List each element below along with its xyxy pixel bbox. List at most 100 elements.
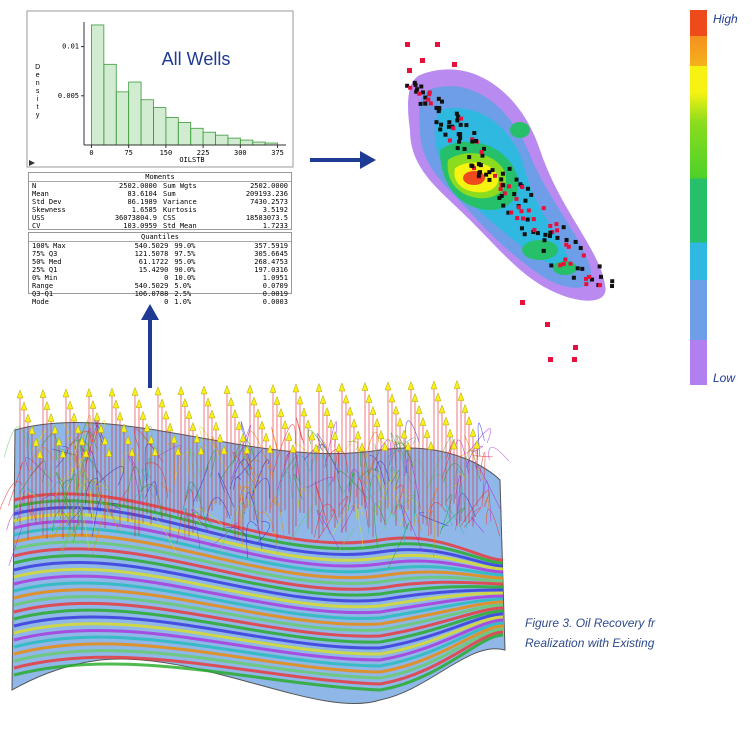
streamline — [76, 451, 95, 491]
streamline — [397, 494, 424, 510]
streamline — [389, 438, 416, 456]
streamline — [455, 475, 460, 530]
streamline — [256, 512, 278, 553]
well-dot — [417, 92, 421, 96]
well-marker — [155, 387, 161, 395]
contour — [454, 162, 498, 192]
streamline — [345, 440, 360, 469]
streamline — [465, 436, 483, 480]
streamline — [75, 445, 79, 488]
well-marker — [178, 387, 184, 395]
table-cell: 75% Q3 — [29, 250, 100, 258]
contour — [463, 171, 485, 185]
well-dot — [532, 228, 536, 232]
well-marker — [336, 444, 342, 452]
well-dot — [474, 139, 478, 143]
well-dot — [610, 284, 614, 288]
streamline — [369, 475, 382, 533]
streamline — [455, 468, 467, 528]
streamline — [489, 447, 509, 461]
streamline — [189, 485, 202, 518]
well-marker — [102, 437, 108, 445]
well-dot — [541, 249, 545, 253]
well-dot — [479, 163, 483, 167]
streamline — [459, 493, 476, 523]
streamline — [308, 430, 335, 465]
well-marker — [94, 413, 100, 421]
streamline — [68, 452, 85, 478]
well-dot — [562, 262, 566, 266]
well-dot — [413, 81, 417, 85]
streamline — [52, 512, 70, 539]
streamline — [414, 512, 422, 532]
well-marker — [393, 406, 399, 414]
streamline — [92, 499, 100, 537]
well-dot — [440, 100, 444, 104]
well-dot — [548, 231, 552, 235]
contour — [440, 142, 518, 210]
streamline — [344, 473, 355, 492]
streamline — [193, 464, 207, 502]
well-dot — [477, 171, 481, 175]
table-cell: 83.6104 — [88, 190, 160, 198]
well-marker — [408, 382, 414, 390]
streamline — [366, 471, 395, 501]
well-dot — [554, 222, 558, 226]
contour — [435, 108, 570, 265]
x-tick-label: 225 — [197, 149, 210, 157]
table-row: USS36073804.9CSS18583073.5 — [29, 214, 291, 222]
streamline — [388, 523, 409, 568]
well-dot — [596, 283, 600, 287]
streamline — [395, 442, 399, 468]
streamline — [271, 427, 278, 453]
well-dot — [437, 109, 441, 113]
well-marker — [401, 430, 407, 438]
well-dot — [482, 147, 486, 151]
well-marker — [56, 438, 62, 446]
well-marker — [224, 386, 230, 394]
streamline — [360, 446, 371, 486]
streamline — [242, 486, 254, 494]
streamline — [230, 459, 251, 488]
streamline — [83, 415, 91, 441]
well-marker — [67, 401, 73, 409]
streamline — [59, 514, 83, 554]
streamline — [91, 481, 101, 520]
layer — [14, 603, 503, 636]
quantiles-panel: Quantiles 100% Max540.502999.0%357.59197… — [28, 232, 292, 294]
table-row: Mode01.0%0.0003 — [29, 298, 291, 306]
streamline — [480, 452, 485, 507]
well-dot — [437, 107, 441, 111]
well-dot — [582, 253, 586, 257]
well-dot — [421, 90, 425, 94]
well-marker — [186, 411, 192, 419]
table-row: Std Dev86.1989Variance7430.2573 — [29, 198, 291, 206]
table-cell: 305.6645 — [220, 250, 291, 258]
streamline — [190, 448, 195, 481]
table-cell: Std Mean — [160, 222, 219, 230]
well-marker — [359, 443, 365, 451]
well-dot — [447, 125, 451, 129]
well-marker — [60, 450, 66, 458]
well-marker — [382, 443, 388, 451]
well-dot — [419, 102, 423, 106]
well-dot — [435, 42, 440, 47]
layer — [14, 635, 503, 690]
well-marker — [109, 388, 115, 396]
streamline — [133, 494, 150, 509]
streamline — [375, 474, 396, 516]
well-dot — [543, 233, 547, 237]
streamline — [315, 482, 330, 534]
well-dot — [509, 211, 513, 215]
well-marker — [90, 401, 96, 409]
contour — [553, 261, 577, 275]
well-marker — [316, 384, 322, 392]
well-marker — [75, 425, 81, 433]
well-marker — [37, 450, 43, 458]
bar — [91, 25, 103, 145]
streamline — [145, 463, 168, 499]
well-marker — [458, 393, 464, 401]
well-dot — [523, 232, 527, 236]
layer — [14, 590, 503, 625]
well-dot — [542, 249, 546, 253]
